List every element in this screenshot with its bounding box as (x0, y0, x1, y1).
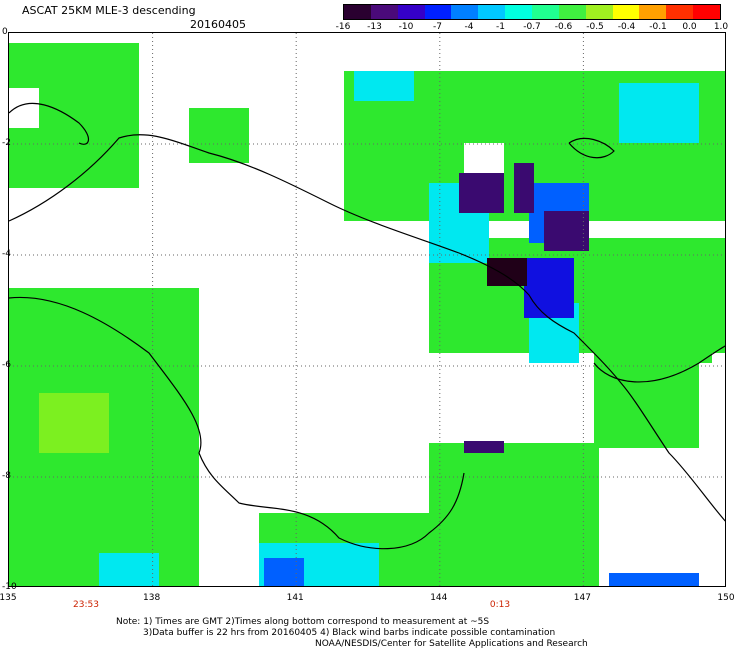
longitude-label: 135 (0, 593, 17, 603)
note-line-2: 3)Data buffer is 22 hrs from 20160405 4)… (143, 628, 556, 638)
swath-north-center (189, 108, 249, 163)
longitude-label: 150 (717, 593, 735, 603)
longitude-label: 147 (573, 593, 591, 603)
dark-core (487, 258, 527, 286)
blue-patch (609, 573, 699, 586)
color-scale-swatch (478, 5, 506, 19)
time-label-right: 0:13 (489, 600, 511, 610)
gap (699, 363, 725, 453)
time-label-left: 23:53 (73, 600, 99, 610)
map-date: 20160405 (190, 18, 246, 31)
map-title: ASCAT 25KM MLE-3 descending (22, 4, 196, 17)
wind-map-plot (8, 32, 726, 587)
color-scale-tick-label: -13 (367, 22, 382, 32)
color-scale-swatch (532, 5, 559, 19)
color-scale-tick-label: -4 (464, 22, 474, 32)
purple-core (514, 163, 534, 213)
color-scale-tick-label: -10 (398, 22, 414, 32)
purple-core (459, 173, 504, 213)
color-scale-tick-label: -16 (335, 22, 351, 32)
cyan-patch (99, 553, 159, 586)
color-scale-tick-label: -0.1 (649, 22, 667, 32)
color-scale-swatch (451, 5, 479, 19)
color-scale-swatch (693, 5, 721, 19)
coastline-south (9, 296, 465, 550)
longitude-label: 141 (286, 593, 304, 603)
color-scale-bar (343, 4, 721, 20)
cyan-patch (619, 83, 699, 143)
swath-south (429, 443, 599, 586)
latitude-label: -8 (2, 471, 11, 481)
color-scale-swatch (505, 5, 533, 19)
color-scale-swatch (666, 5, 694, 19)
color-scale-swatch (639, 5, 667, 19)
color-scale-swatch (558, 5, 586, 19)
color-scale-swatch (424, 5, 452, 19)
gap (464, 143, 504, 173)
coastline-east (593, 345, 725, 383)
note-line-1: Note: 1) Times are GMT 2)Times along bot… (116, 617, 490, 627)
swath-west-light (39, 393, 109, 453)
purple-core (464, 441, 504, 453)
gap (9, 88, 39, 128)
island-north (568, 137, 615, 159)
note-line-3: NOAA/NESDIS/Center for Satellite Applica… (315, 639, 588, 649)
deepblue-patch (524, 258, 574, 318)
latitude-label: -2 (2, 138, 11, 148)
latitude-label: -4 (2, 249, 11, 259)
color-scale-tick-label: -0.6 (554, 22, 573, 32)
purple-core (544, 211, 589, 251)
color-scale-tick-label: -7 (433, 22, 442, 32)
color-scale-tick-label: 1.0 (713, 22, 729, 32)
longitude-label: 138 (143, 593, 161, 603)
color-scale-swatch (397, 5, 425, 19)
blue-patch (264, 558, 304, 586)
wind-map-svg (9, 33, 725, 586)
color-scale-tick-label: -0.7 (523, 22, 541, 32)
coastline-main (9, 134, 725, 522)
longitude-label: 144 (430, 593, 448, 603)
color-scale-swatch (585, 5, 613, 19)
color-scale-tick-label: -1 (496, 22, 505, 32)
latitude-label: -10 (2, 582, 17, 592)
swath-southeast (594, 353, 712, 448)
color-scale-swatch (612, 5, 640, 19)
color-scale-swatch (370, 5, 398, 19)
color-scale-tick-label: 0.0 (682, 22, 697, 32)
color-scale-tick-label: -0.5 (586, 22, 604, 32)
latitude-label: -6 (2, 360, 11, 370)
latitude-label: 0 (2, 27, 8, 37)
color-scale-swatch (344, 5, 371, 19)
cyan-patch (354, 71, 414, 101)
coastline-west (9, 102, 89, 145)
color-scale-tick-label: -0.4 (617, 22, 636, 32)
